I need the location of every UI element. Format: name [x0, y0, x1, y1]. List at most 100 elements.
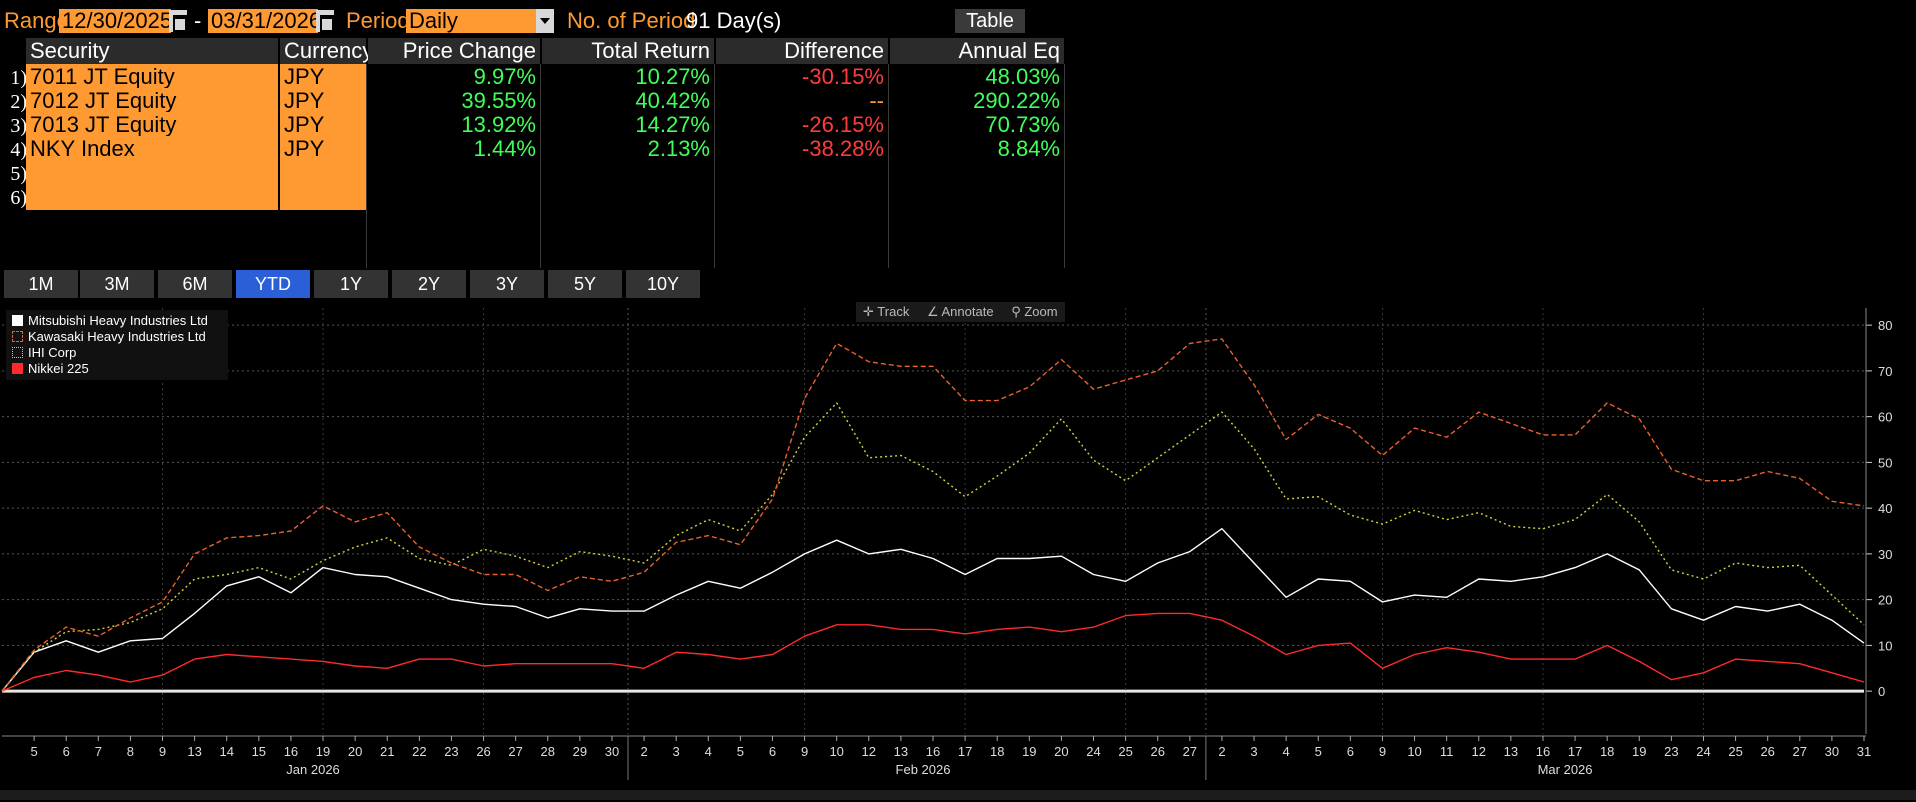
y-tick-label: 80 [1878, 318, 1892, 333]
x-tick-label: 7 [95, 744, 102, 759]
x-tick-label: 15 [252, 744, 266, 759]
legend-swatch [12, 331, 23, 342]
header-total-return[interactable]: Total Return [542, 38, 714, 64]
x-tick-label: 10 [829, 744, 843, 759]
y-tick-label: 30 [1878, 547, 1892, 562]
chevron-down-icon[interactable] [536, 9, 554, 33]
row-number: 2) [10, 91, 27, 113]
x-tick-label: 9 [159, 744, 166, 759]
x-tick-label: 27 [508, 744, 522, 759]
crosshair-icon: ✛ [863, 304, 874, 319]
x-tick-label: 23 [444, 744, 458, 759]
x-tick-label: 20 [1054, 744, 1068, 759]
price-change-value: 39.55% [461, 88, 536, 113]
x-tick-label: 18 [990, 744, 1004, 759]
period-2y-button[interactable]: 2Y [392, 270, 466, 298]
range-start-input[interactable]: 12/30/2025 [59, 9, 172, 33]
row-number: 1) [10, 67, 27, 89]
currency-cell[interactable]: JPY [280, 88, 366, 114]
track-tool[interactable]: ✛ Track [856, 302, 916, 322]
header-currency[interactable]: Currency [280, 38, 373, 64]
x-tick-label: 2 [1218, 744, 1225, 759]
month-label: Feb 2026 [896, 762, 951, 777]
total-return-value: 2.13% [647, 136, 710, 161]
column-divider [1064, 64, 1065, 268]
x-tick-label: 31 [1857, 744, 1871, 759]
legend-item-kawasaki[interactable]: Kawasaki Heavy Industries Ltd [12, 329, 206, 345]
annotate-tool[interactable]: ∠ Annotate [920, 302, 1001, 322]
period-6m-button[interactable]: 6M [158, 270, 232, 298]
x-tick-label: 22 [412, 744, 426, 759]
range-label: Range [4, 8, 69, 33]
column-divider [714, 64, 715, 268]
calendar-icon[interactable] [169, 10, 187, 32]
period-1m-button[interactable]: 1M [4, 270, 78, 298]
x-tick-label: 5 [737, 744, 744, 759]
y-tick-label: 70 [1878, 364, 1892, 379]
legend-label: IHI Corp [28, 345, 77, 360]
total-return-value: 10.27% [635, 64, 710, 89]
x-tick-label: 3 [1250, 744, 1257, 759]
security-cell[interactable]: 7011 JT Equity [26, 64, 278, 90]
period-5y-button[interactable]: 5Y [548, 270, 622, 298]
header-difference[interactable]: Difference [716, 38, 888, 64]
security-cell[interactable] [26, 160, 278, 186]
x-tick-label: 9 [1379, 744, 1386, 759]
currency-cell[interactable]: JPY [280, 136, 366, 162]
security-cell[interactable] [26, 184, 278, 210]
legend-swatch [12, 315, 23, 326]
x-tick-label: 26 [1150, 744, 1164, 759]
x-tick-label: 25 [1118, 744, 1132, 759]
x-tick-label: 6 [1347, 744, 1354, 759]
security-cell[interactable]: 7013 JT Equity [26, 112, 278, 138]
legend-swatch [12, 347, 23, 358]
difference-value: -38.28% [802, 136, 884, 161]
x-tick-label: 6 [63, 744, 70, 759]
x-tick-label: 24 [1086, 744, 1100, 759]
calendar-icon[interactable] [316, 10, 334, 32]
security-cell[interactable]: NKY Index [26, 136, 278, 162]
table-button[interactable]: Table [955, 9, 1025, 33]
annual-eq-value: 48.03% [985, 64, 1060, 89]
chart-toolbar: ✛ Track ∠ Annotate ⚲ Zoom [856, 302, 1065, 322]
zoom-tool[interactable]: ⚲ Zoom [1004, 302, 1064, 322]
range-end-input[interactable]: 03/31/2026 [208, 9, 321, 33]
period-select[interactable]: Daily [406, 9, 536, 33]
x-tick-label: 30 [1825, 744, 1839, 759]
period-3m-button[interactable]: 3M [80, 270, 154, 298]
legend-item-ihi[interactable]: IHI Corp [12, 345, 76, 361]
currency-cell[interactable] [280, 160, 366, 186]
securities-table: Security Currency Price Change Total Ret… [0, 38, 1916, 268]
x-tick-label: 16 [284, 744, 298, 759]
zoom-label: Zoom [1024, 304, 1058, 319]
series-line-mitsubishi-heavy-industries-ltd [1, 527, 1865, 692]
x-tick-label: 10 [1407, 744, 1421, 759]
header-price-change[interactable]: Price Change [368, 38, 540, 64]
x-tick-label: 21 [380, 744, 394, 759]
chart-scrollbar [0, 790, 1916, 800]
currency-cell[interactable]: JPY [280, 112, 366, 138]
period-ytd-button[interactable]: YTD [236, 270, 310, 298]
annual-eq-value: 290.22% [973, 88, 1060, 113]
period-3y-button[interactable]: 3Y [470, 270, 544, 298]
header-annual-eq[interactable]: Annual Eq [890, 38, 1064, 64]
legend-item-mitsubishi[interactable]: Mitsubishi Heavy Industries Ltd [12, 313, 208, 329]
x-tick-label: 19 [1632, 744, 1646, 759]
x-tick-label: 9 [801, 744, 808, 759]
currency-cell[interactable] [280, 184, 366, 210]
performance-chart[interactable]: 0 10 20 30 40 50 60 70 80 5 6 7 8 9 13 14 15 16 19 20 21 22 23… [0, 298, 1916, 802]
period-1y-button[interactable]: 1Y [314, 270, 388, 298]
legend-label: Nikkei 225 [28, 361, 89, 376]
x-tick-label: 26 [476, 744, 490, 759]
difference-value: -30.15% [802, 64, 884, 89]
header-security[interactable]: Security [26, 38, 278, 64]
legend-item-nikkei[interactable]: Nikkei 225 [12, 361, 89, 377]
security-cell[interactable]: 7012 JT Equity [26, 88, 278, 114]
x-tick-label: 18 [1600, 744, 1614, 759]
annual-eq-value: 70.73% [985, 112, 1060, 137]
y-tick-label: 0 [1878, 684, 1885, 699]
range-dash: - [194, 8, 202, 33]
period-10y-button[interactable]: 10Y [626, 270, 700, 298]
currency-cell[interactable]: JPY [280, 64, 366, 90]
